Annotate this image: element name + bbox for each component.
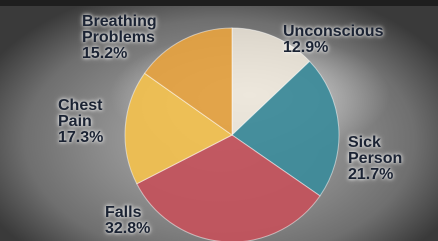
chart: Unconscious12.9% Sick Person21.7% Falls32.… bbox=[0, 0, 438, 241]
slice-name: Unconscious bbox=[283, 24, 383, 40]
slice-name: Chest Pain bbox=[58, 98, 102, 130]
slice-value: 15.2% bbox=[82, 46, 157, 62]
slice-value: 12.9% bbox=[283, 40, 383, 56]
slice-value: 32.8% bbox=[105, 221, 150, 237]
slice-name: Sick Person bbox=[348, 135, 402, 167]
slice-value: 21.7% bbox=[348, 167, 402, 183]
slice-name: Falls bbox=[105, 205, 141, 221]
slice-value: 17.3% bbox=[58, 130, 103, 146]
slice-name: Breathing Problems bbox=[82, 14, 157, 46]
